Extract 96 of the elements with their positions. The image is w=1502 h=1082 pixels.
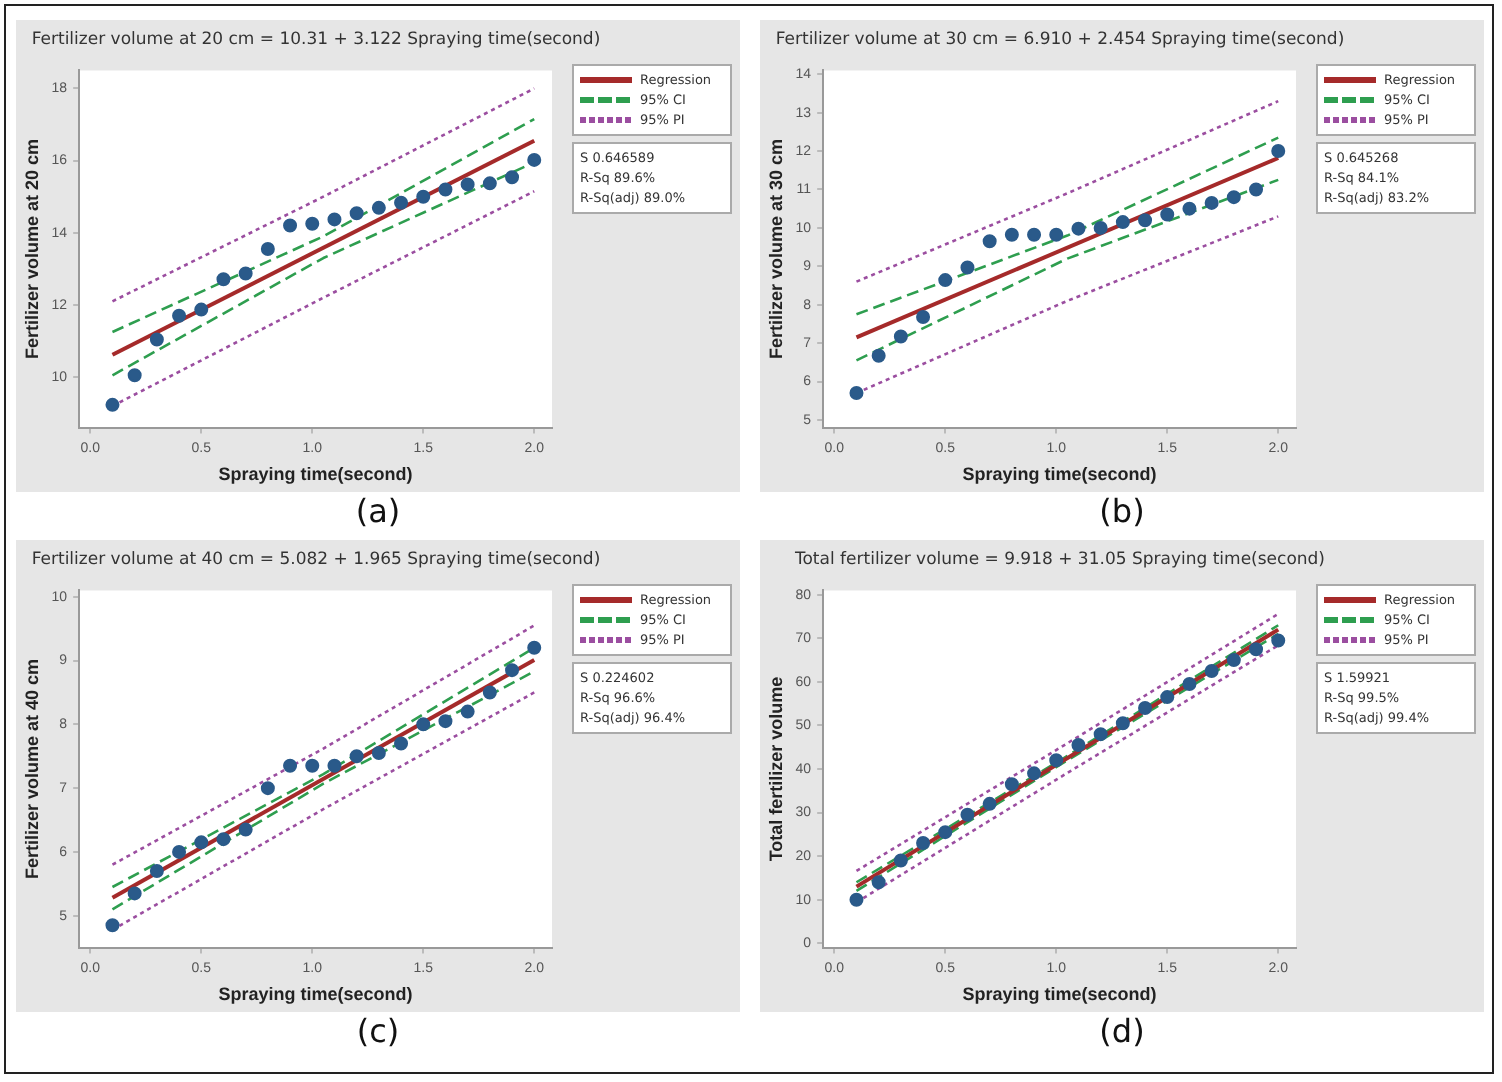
point xyxy=(283,758,298,773)
point xyxy=(460,177,475,192)
point xyxy=(505,170,520,185)
point xyxy=(283,218,298,233)
point xyxy=(194,835,209,850)
point xyxy=(982,796,997,811)
point xyxy=(105,397,120,412)
chart-title: Fertilizer volume at 30 cm = 6.910 + 2.454 Spraying time(second) xyxy=(773,30,1347,50)
point xyxy=(1004,227,1019,242)
point xyxy=(960,807,975,822)
point xyxy=(327,212,342,227)
y-axis-title: Fertilizer volume at 40 cm xyxy=(21,658,42,880)
point xyxy=(1071,221,1086,236)
point xyxy=(1160,207,1175,222)
point xyxy=(127,886,142,901)
point xyxy=(1204,663,1219,678)
point xyxy=(349,206,364,221)
point xyxy=(394,195,409,210)
point xyxy=(172,844,187,859)
text: (a) xyxy=(353,492,403,532)
y-axis-title: Fertilizer volume at 30 cm xyxy=(765,138,786,360)
point xyxy=(1271,144,1286,159)
point xyxy=(916,309,931,324)
point xyxy=(1138,213,1153,228)
y-axis-title: Fertilizer volume at 20 cm xyxy=(21,138,42,360)
text: (d) xyxy=(1097,1012,1147,1052)
point xyxy=(416,717,431,732)
point xyxy=(260,781,275,796)
point xyxy=(1226,653,1241,668)
point xyxy=(1071,738,1086,753)
point xyxy=(149,332,164,347)
point xyxy=(238,266,253,281)
point xyxy=(982,234,997,249)
point xyxy=(938,273,953,288)
point xyxy=(1182,201,1197,216)
x-axis-title: Spraying time(second) xyxy=(962,984,1157,1005)
point xyxy=(505,663,520,678)
point xyxy=(1249,642,1264,657)
point xyxy=(149,864,164,879)
point xyxy=(482,685,497,700)
point xyxy=(849,386,864,401)
point xyxy=(1182,677,1197,692)
point xyxy=(260,242,275,256)
chart-title: Total fertilizer volume = 9.918 + 31.05 Spraying time(second) xyxy=(792,550,1327,570)
point xyxy=(1115,215,1130,230)
point xyxy=(1138,701,1153,716)
point xyxy=(1049,227,1064,242)
point xyxy=(105,918,120,933)
point xyxy=(1271,633,1286,648)
point xyxy=(916,836,931,851)
point xyxy=(871,348,886,363)
point xyxy=(327,758,342,773)
point xyxy=(394,736,409,751)
point xyxy=(893,329,908,344)
point xyxy=(1027,227,1042,242)
x-axis-title: Spraying time(second) xyxy=(218,464,413,485)
x-axis-title: Spraying time(second) xyxy=(218,984,413,1005)
point xyxy=(1093,220,1108,235)
point xyxy=(1226,190,1241,205)
point xyxy=(1249,182,1264,197)
point xyxy=(238,822,253,837)
point xyxy=(482,176,497,191)
chart-title: Fertilizer volume at 20 cm = 10.31 + 3.122 Spraying time(second) xyxy=(29,30,603,50)
point xyxy=(1115,716,1130,731)
point xyxy=(1093,727,1108,742)
point xyxy=(371,746,386,761)
point xyxy=(1049,753,1064,768)
point xyxy=(893,853,908,868)
point xyxy=(1027,766,1042,781)
point xyxy=(527,640,542,655)
point xyxy=(849,892,864,907)
point xyxy=(1204,195,1219,210)
point xyxy=(194,302,209,317)
point xyxy=(416,189,431,204)
point xyxy=(438,182,453,197)
y-axis-title: Total fertilizer volume xyxy=(765,676,786,862)
point xyxy=(216,272,231,287)
point xyxy=(305,758,320,773)
x-axis-title: Spraying time(second) xyxy=(962,464,1157,485)
point xyxy=(460,704,475,719)
point xyxy=(871,875,886,890)
point xyxy=(305,216,320,231)
text: (c) xyxy=(354,1012,402,1052)
point xyxy=(1160,690,1175,705)
point xyxy=(216,832,231,847)
point xyxy=(960,260,975,275)
point xyxy=(349,749,364,764)
point xyxy=(371,200,386,215)
point xyxy=(438,714,453,729)
point xyxy=(1004,777,1019,792)
text: (b) xyxy=(1097,492,1147,532)
chart-title: Fertilizer volume at 40 cm = 5.082 + 1.965 Spraying time(second) xyxy=(29,550,603,570)
point xyxy=(127,368,142,383)
point xyxy=(938,825,953,840)
point xyxy=(527,152,542,167)
point xyxy=(172,308,187,323)
